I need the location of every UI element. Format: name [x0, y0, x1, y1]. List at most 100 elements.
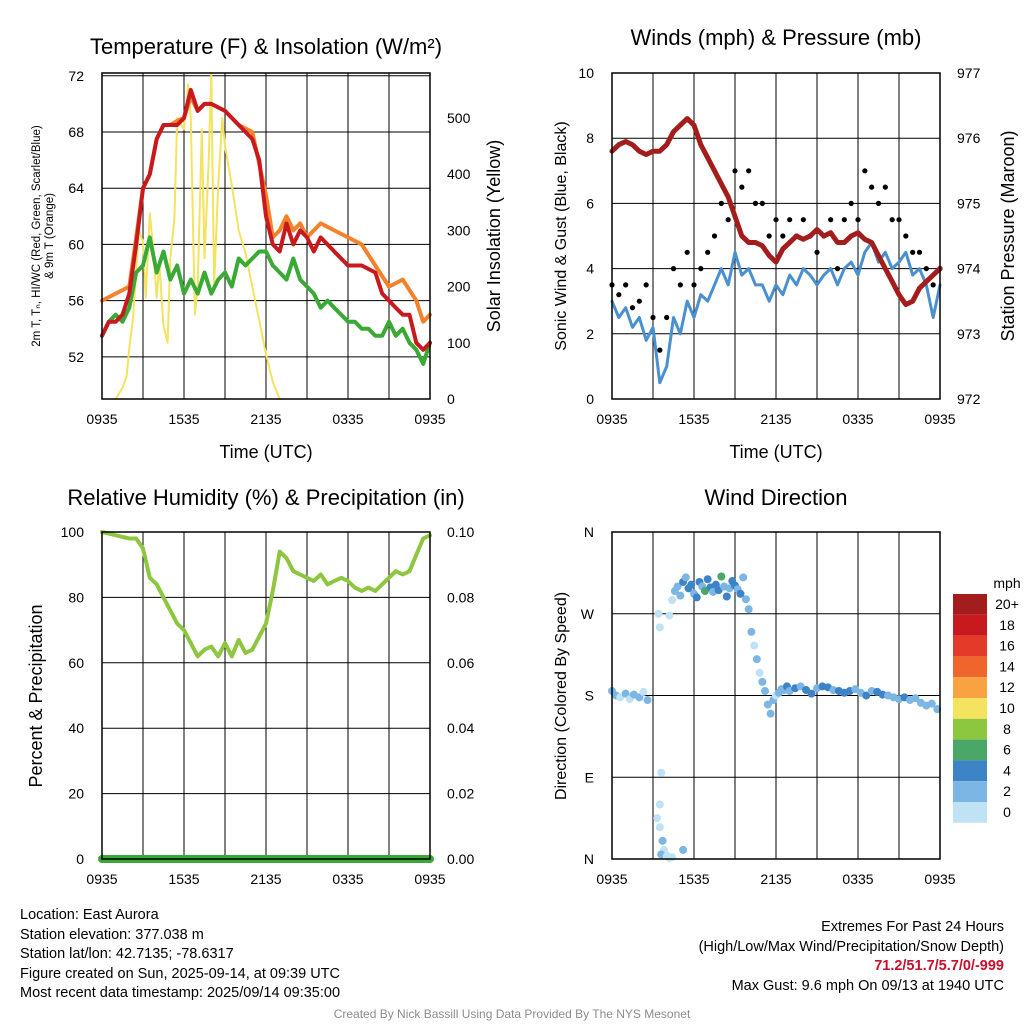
colorbar-swatch [953, 594, 987, 615]
wind-y2-tick-label: 973 [957, 326, 981, 342]
colorbar-label: 10 [999, 700, 1015, 716]
direction-point [927, 699, 936, 708]
dir-y-tick-label: N [584, 524, 594, 540]
direction-point [763, 700, 772, 709]
colorbar-label: 14 [999, 658, 1015, 674]
temp-x-tick-label: 0335 [332, 411, 363, 427]
wind-plot-frame [611, 72, 941, 400]
wind-y2-tick-label: 977 [957, 65, 981, 81]
gust-point [746, 168, 752, 174]
gust-point [834, 266, 841, 272]
gust-point [677, 282, 683, 288]
wind-y2-tick-label: 976 [957, 130, 981, 146]
wind-y2-tick-label: 975 [957, 195, 981, 211]
direction-point [679, 845, 688, 854]
gust-point [828, 217, 834, 223]
rh-y-tick-label: 60 [68, 655, 84, 671]
direction-point [692, 593, 701, 602]
recent-data-text: Most recent data timestamp: 2025/09/14 0… [20, 985, 341, 1001]
gust-point [616, 292, 622, 298]
direction-point [741, 595, 750, 604]
temp-y2-tick-label: 200 [447, 279, 471, 295]
temp-x-tick-label: 0935 [86, 411, 117, 427]
dir-y-tick-label: W [581, 606, 595, 622]
rh-x-tick-label: 0335 [332, 871, 363, 887]
dir-x-tick-label: 0335 [842, 871, 873, 887]
rh-x-tick-label: 0935 [414, 871, 445, 887]
colorbar-swatch [953, 739, 987, 761]
direction-point [655, 623, 664, 632]
gust-point [787, 217, 793, 223]
gust-point [800, 217, 806, 223]
latlon-text: Station lat/lon: 42.7135; -78.6317 [20, 946, 234, 962]
wind-y-axis-label: Sonic Wind & Gust (Blue, Black) [553, 121, 570, 350]
direction-point [911, 694, 920, 703]
solar-insolation-line [114, 72, 281, 400]
gust-point [896, 217, 902, 223]
direction-point [747, 627, 756, 636]
direction-point [643, 696, 652, 705]
rh-y-tick-label: 0 [76, 851, 84, 867]
rh-y2-tick-label: 0.10 [447, 524, 474, 540]
sonic-wind-line [610, 241, 942, 385]
direction-point [736, 589, 745, 598]
gust-point [875, 200, 882, 206]
gust-point [650, 314, 656, 321]
temp-y2-tick-label: 300 [447, 222, 471, 238]
rh-chart-title: Relative Humidity (%) & Precipitation (i… [67, 485, 464, 510]
temp-y-tick-label: 72 [68, 68, 84, 84]
gust-point [739, 184, 745, 190]
direction-point [761, 686, 770, 695]
temp-x-tick-label: 2135 [250, 411, 281, 427]
direction-point [744, 605, 753, 614]
dir-chart-title: Wind Direction [704, 485, 847, 510]
wind-y-tick-label: 10 [578, 65, 594, 81]
colorbar-label: 16 [999, 638, 1015, 654]
temp-y2-axis-label: Solar Insolation (Yellow) [484, 140, 504, 332]
wind-x-tick-label: 0935 [596, 411, 627, 427]
gust-point [691, 282, 697, 288]
rh-y2-tick-label: 0.02 [447, 786, 474, 802]
gust-point [923, 266, 929, 272]
temp-y2-tick-label: 400 [447, 166, 471, 182]
colorbar-label: 18 [999, 617, 1015, 633]
rh-y-axis-label: Percent & Precipitation [26, 604, 46, 787]
temp-x-tick-label: 1535 [168, 411, 199, 427]
colorbar-swatch [953, 781, 987, 802]
max-gust-text: Max Gust: 9.6 mph On 09/13 at 1940 UTC [731, 977, 1004, 994]
elevation-text: Station elevation: 377.038 m [20, 926, 204, 943]
gust-point [848, 200, 854, 206]
direction-point [658, 836, 667, 845]
direction-point [668, 596, 677, 605]
station-pressure-line [609, 116, 943, 307]
rh-y2-tick-label: 0.04 [447, 720, 474, 736]
dir-plot-frame [611, 531, 941, 860]
temp-y-axis-label-line: & 9m T (Orange) [44, 193, 56, 279]
colorbar-label: 4 [1003, 762, 1011, 778]
direction-point [739, 573, 748, 582]
gust-point [903, 233, 909, 239]
gust-point [882, 184, 888, 190]
extremes-info: Extremes For Past 24 Hours (High/Low/Max… [699, 918, 1004, 996]
colorbar-label: 12 [999, 679, 1015, 695]
gust-point [732, 168, 738, 174]
direction-point [665, 611, 674, 620]
temp-x-tick-label: 0935 [414, 411, 445, 427]
figure-created-text: Figure created on Sun, 2025-09-14, at 09… [20, 965, 340, 982]
gust-point [889, 217, 895, 223]
temp-y2-tick-label: 0 [447, 391, 455, 407]
direction-point [807, 689, 816, 698]
gust-point [643, 282, 649, 288]
gust-point [623, 282, 629, 288]
relative-humidity-line [100, 530, 432, 659]
rh-y-tick-label: 100 [61, 524, 85, 540]
rh-y2-tick-label: 0.08 [447, 589, 474, 605]
gust-point [664, 314, 670, 321]
temp-plot-frame [101, 72, 431, 400]
colorbar-swatch [953, 635, 987, 657]
gust-point [916, 249, 923, 255]
direction-point [657, 768, 666, 777]
dewpoint-line [100, 235, 432, 366]
wind-x-axis-label: Time (UTC) [729, 442, 822, 462]
temp-y-tick-label: 60 [68, 236, 84, 252]
